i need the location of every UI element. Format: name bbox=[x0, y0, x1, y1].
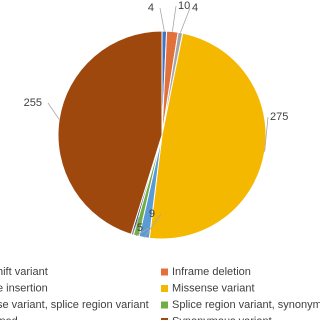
pie-slice bbox=[57, 30, 163, 235]
legend-marker bbox=[161, 301, 168, 309]
data-label: 10 bbox=[178, 0, 190, 12]
legend-label: Inframe deletion bbox=[172, 266, 251, 278]
data-label: 275 bbox=[270, 111, 288, 123]
legend-label: ined bbox=[0, 315, 18, 320]
legend-label: se variant, splice region variant bbox=[0, 299, 149, 311]
legend-marker bbox=[161, 268, 168, 276]
data-label: 4 bbox=[148, 2, 154, 14]
leader-line bbox=[143, 213, 162, 238]
leader-line bbox=[47, 102, 60, 120]
legend-marker bbox=[161, 318, 168, 320]
legend-label: hift variant bbox=[0, 266, 48, 278]
legend-marker bbox=[161, 285, 168, 292]
leader-line bbox=[264, 116, 269, 152]
leader-line bbox=[131, 216, 140, 235]
legend-label: Missense variant bbox=[172, 282, 255, 294]
leader-line bbox=[180, 7, 191, 33]
leader-line bbox=[172, 5, 177, 32]
data-label: 4 bbox=[192, 2, 198, 14]
legend-label: Splice region variant, synonymo bbox=[172, 299, 320, 311]
data-label: 9 bbox=[149, 208, 155, 220]
legend-label: e insertion bbox=[0, 282, 48, 294]
legend-label: Synonymous variant bbox=[172, 315, 272, 320]
data-label: 255 bbox=[24, 97, 42, 109]
leader-line bbox=[135, 227, 150, 237]
leader-line bbox=[159, 7, 165, 32]
data-label: 5 bbox=[137, 222, 143, 234]
